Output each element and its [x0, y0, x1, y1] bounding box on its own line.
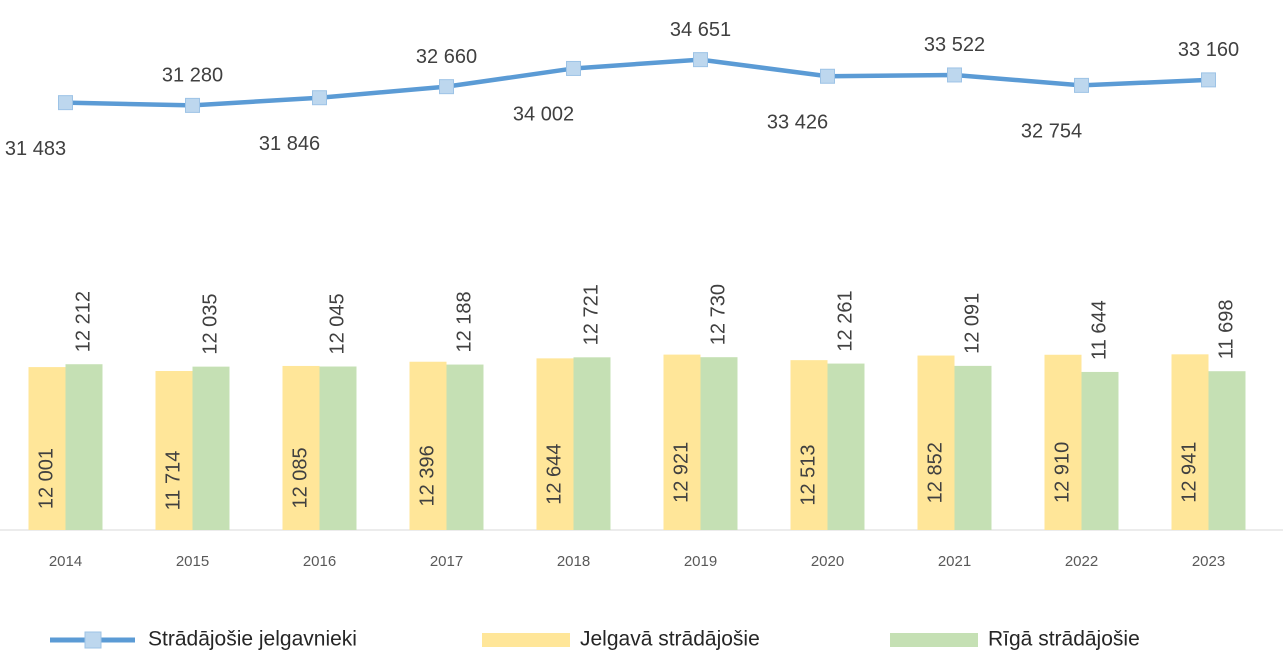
x-tick-label: 2020: [811, 553, 844, 570]
data-label: 32 660: [416, 46, 477, 68]
bar: [28, 367, 66, 530]
line-marker: [693, 52, 708, 68]
data-label: 12 721: [580, 284, 602, 345]
line-marker: [947, 67, 962, 83]
line-marker: [1074, 77, 1089, 93]
line: [65, 57, 1209, 108]
bar: [409, 361, 447, 530]
x-tick-label: 2019: [684, 553, 717, 570]
x-tick-label: 2021: [938, 553, 971, 570]
line-marker: [439, 79, 454, 95]
bar: [536, 358, 574, 530]
bar: [663, 354, 701, 530]
data-label: 34 002: [513, 104, 574, 126]
line-marker: [58, 95, 73, 111]
data-label: 12 212: [72, 291, 94, 352]
bar: [1044, 354, 1082, 530]
x-tick-label: 2022: [1065, 553, 1098, 570]
data-label: 12 941: [1178, 442, 1200, 503]
legend-label: Rīgā strādājošie: [988, 628, 1140, 651]
bar: [65, 364, 103, 530]
data-label: 12 852: [924, 442, 946, 503]
bar: [573, 357, 611, 530]
bar: [790, 360, 828, 530]
legend-swatch: [482, 633, 570, 647]
data-label: 31 280: [162, 65, 223, 87]
bar: [446, 364, 484, 530]
data-label: 31 483: [5, 138, 66, 160]
data-label: 12 513: [797, 444, 819, 505]
x-tick-label: 2018: [557, 553, 590, 570]
bar: [700, 357, 738, 530]
bar: [192, 366, 230, 530]
data-label: 12 091: [961, 293, 983, 354]
line-marker: [185, 97, 200, 113]
x-tick-label: 2016: [303, 553, 336, 570]
data-label: 12 261: [834, 290, 856, 351]
bar: [1208, 371, 1246, 530]
legend-label: Jelgavā strādājošie: [580, 628, 760, 651]
x-tick-label: 2023: [1192, 553, 1225, 570]
data-label: 11 714: [162, 451, 184, 511]
legend-label: Strādājošie jelgavnieki: [148, 628, 357, 651]
x-tick-label: 2015: [176, 553, 209, 570]
data-label: 12 188: [453, 291, 475, 352]
data-label: 12 035: [199, 293, 221, 354]
x-tick-label: 2014: [49, 553, 82, 570]
bar: [954, 365, 992, 530]
legend-swatch: [890, 633, 978, 647]
bar: [827, 363, 865, 530]
data-label: 11 698: [1215, 300, 1237, 360]
x-tick-label: 2017: [430, 553, 463, 570]
data-label: 31 846: [259, 133, 320, 155]
data-label: 12 045: [326, 293, 348, 354]
line-marker: [566, 60, 581, 76]
data-label: 33 522: [924, 34, 985, 56]
data-label: 33 426: [767, 112, 828, 134]
data-label: 12 730: [707, 284, 729, 345]
bar: [1171, 354, 1209, 530]
bar: [282, 365, 320, 530]
line-marker: [820, 68, 835, 84]
data-label: 12 085: [289, 447, 311, 508]
bar: [319, 366, 357, 530]
line-marker: [1201, 72, 1216, 88]
data-label: 12 910: [1051, 442, 1073, 503]
bar: [1081, 371, 1119, 530]
data-label: 32 754: [1021, 121, 1082, 143]
data-label: 34 651: [670, 19, 731, 41]
bar: [155, 370, 193, 530]
data-label: 12 644: [543, 444, 565, 505]
line-marker: [312, 90, 327, 106]
data-label: 12 001: [35, 448, 57, 509]
data-label: 33 160: [1178, 39, 1239, 61]
data-label: 12 396: [416, 445, 438, 506]
data-label: 11 644: [1088, 300, 1110, 360]
bar: [917, 355, 955, 530]
legend-marker: [84, 631, 102, 649]
data-label: 12 921: [670, 442, 692, 503]
